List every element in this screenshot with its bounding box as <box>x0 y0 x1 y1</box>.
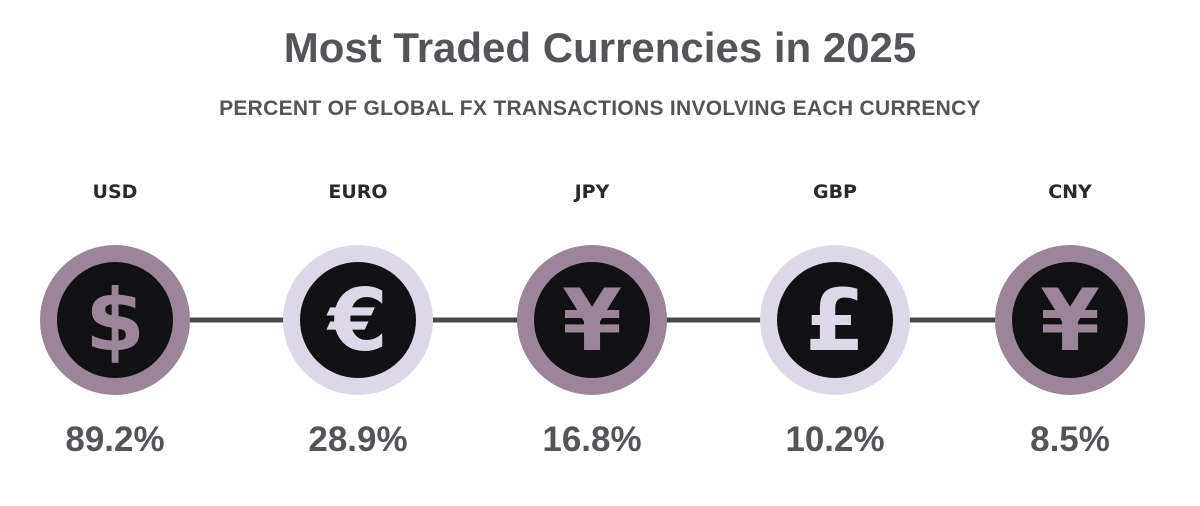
euro-icon: € <box>326 271 388 371</box>
yen-icon: ¥ <box>562 271 622 371</box>
value-label-usd: 89.2% <box>65 420 164 459</box>
currency-circle-euro <box>300 262 416 378</box>
chart-subtitle: PERCENT OF GLOBAL FX TRANSACTIONS INVOLV… <box>219 97 981 120</box>
value-label-cny: 8.5% <box>1030 420 1110 459</box>
currency-label-jpy: JPY <box>573 181 610 203</box>
value-label-euro: 28.9% <box>308 420 407 459</box>
currency-circle-gbp <box>777 262 893 378</box>
currency-label-gbp: GBP <box>813 181 857 203</box>
currency-circle-usd <box>57 262 173 378</box>
pound-icon: £ <box>805 271 865 371</box>
yuan-icon: ¥ <box>1040 271 1100 371</box>
currency-circle-jpy <box>534 262 650 378</box>
currency-label-cny: CNY <box>1048 181 1092 203</box>
value-label-gbp: 10.2% <box>785 420 884 459</box>
currency-label-euro: EURO <box>328 181 387 203</box>
dollar-icon: $ <box>85 271 145 371</box>
currency-circle-cny <box>1012 262 1128 378</box>
value-label-jpy: 16.8% <box>542 420 641 459</box>
chart-title: Most Traded Currencies in 2025 <box>283 24 917 71</box>
currency-label-usd: USD <box>93 181 138 203</box>
